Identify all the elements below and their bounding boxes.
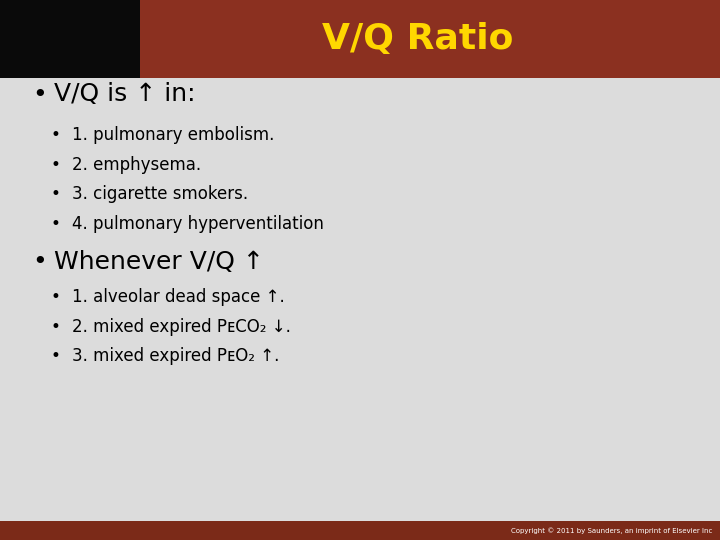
Text: •: • bbox=[50, 215, 60, 233]
Text: •: • bbox=[50, 156, 60, 174]
Text: 4. pulmonary hyperventilation: 4. pulmonary hyperventilation bbox=[72, 215, 324, 233]
Text: •: • bbox=[32, 250, 47, 274]
Text: 1. alveolar dead space ↑.: 1. alveolar dead space ↑. bbox=[72, 288, 284, 306]
Text: V/Q Ratio: V/Q Ratio bbox=[322, 22, 513, 56]
Text: •: • bbox=[50, 347, 60, 366]
Text: 2. mixed expired PᴇCO₂ ↓.: 2. mixed expired PᴇCO₂ ↓. bbox=[72, 318, 291, 336]
Text: •: • bbox=[32, 83, 47, 106]
Bar bbox=[0, 0, 720, 78]
Text: •: • bbox=[50, 288, 60, 306]
Text: V/Q is ↑ in:: V/Q is ↑ in: bbox=[54, 83, 196, 106]
Text: 1. pulmonary embolism.: 1. pulmonary embolism. bbox=[72, 126, 274, 144]
Text: 3. mixed expired PᴇO₂ ↑.: 3. mixed expired PᴇO₂ ↑. bbox=[72, 347, 279, 366]
Text: 3. cigarette smokers.: 3. cigarette smokers. bbox=[72, 185, 248, 204]
Text: •: • bbox=[50, 318, 60, 336]
Bar bbox=[0, 0, 140, 78]
Text: •: • bbox=[50, 126, 60, 144]
Text: •: • bbox=[50, 185, 60, 204]
Bar bbox=[0, 521, 720, 540]
Text: 2. emphysema.: 2. emphysema. bbox=[72, 156, 201, 174]
Text: Whenever V/Q ↑: Whenever V/Q ↑ bbox=[54, 250, 264, 274]
Text: Copyright © 2011 by Saunders, an imprint of Elsevier Inc: Copyright © 2011 by Saunders, an imprint… bbox=[511, 527, 713, 534]
